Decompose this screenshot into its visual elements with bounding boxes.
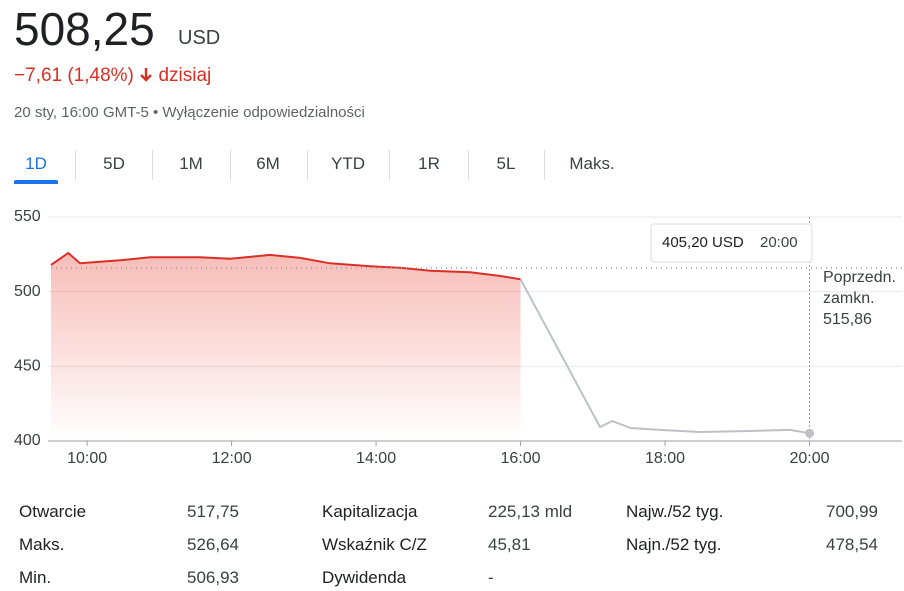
stat-label: Dywidenda [322, 568, 407, 587]
chart: 400 450 500 550 10:00 12:00 14:00 16:00 18:00 20:… [14, 208, 902, 467]
previous-close-value: 515,86 [823, 311, 872, 328]
tab-divider [468, 150, 469, 180]
change: −7,61 (1,48%) dzisiaj [14, 65, 211, 87]
price-line [519, 278, 810, 435]
tooltip-time: 20:00 [760, 234, 798, 251]
y-tick-label: 500 [14, 283, 41, 300]
x-tick-label: 12:00 [212, 450, 252, 467]
period: dzisiaj [158, 65, 212, 86]
stat-label: Kapitalizacja [322, 502, 418, 521]
stat-label: Najn./52 tyg. [626, 535, 722, 554]
currency: USD [178, 27, 221, 49]
stat-value: 517,75 [187, 502, 239, 521]
tab[interactable]: 1D [25, 154, 47, 173]
tab[interactable]: 6M [256, 154, 280, 173]
tooltip-box [650, 223, 813, 263]
previous-close-label: Poprzedn. [823, 269, 896, 286]
x-tick-label: 20:00 [790, 450, 830, 467]
x-tick-label: 18:00 [645, 450, 685, 467]
stat-label: Maks. [19, 535, 65, 554]
tooltip-price: 405,20 USD [662, 234, 744, 251]
price-line [50, 252, 521, 281]
tab-divider [544, 150, 545, 180]
tab-divider [75, 150, 76, 180]
area [51, 253, 521, 441]
tab[interactable]: 5L [496, 154, 516, 173]
tab[interactable]: 1M [179, 154, 203, 173]
y-tick-label: 450 [14, 358, 41, 375]
stat-label: Otwarcie [19, 502, 87, 521]
disclaimer-link[interactable]: Wyłączenie odpowiedzialności [162, 104, 365, 121]
tab-divider [389, 150, 390, 180]
active-tab-indicator [14, 180, 58, 184]
stat-value: 45,81 [488, 535, 531, 554]
x-tick-label: 16:00 [501, 450, 541, 467]
stat-label: Wskaźnik C/Z [322, 535, 427, 554]
timestamp: 20 sty, 16:00 GMT-5 • [14, 104, 159, 121]
stat-value: 478,54 [826, 535, 878, 554]
hover-dot [805, 428, 815, 438]
timestamp-line: 20 sty, 16:00 GMT-5 • Wyłączenie odpowie… [14, 104, 365, 121]
tab-divider [307, 150, 308, 180]
tab[interactable]: 5D [103, 154, 125, 173]
stat-value: 225,13 mld [488, 502, 573, 521]
price: 508,25 [14, 3, 155, 55]
previous-close-label: zamkn. [823, 290, 875, 307]
x-tick-label: 14:00 [356, 450, 396, 467]
tab-divider [152, 150, 153, 180]
stat-label: Min. [19, 568, 52, 587]
stat-value: 526,64 [187, 535, 239, 554]
x-tick-label: 10:00 [67, 450, 107, 467]
stat-value: - [488, 568, 494, 587]
down-arrow [140, 68, 153, 82]
tab[interactable]: YTD [331, 154, 365, 173]
tab[interactable]: Maks. [569, 154, 615, 173]
stat-value: 506,93 [187, 568, 239, 587]
stat-label: Najw./52 tyg. [626, 502, 724, 521]
change-value: −7,61 (1,48%) [14, 65, 134, 86]
y-tick-label: 550 [14, 208, 41, 225]
tab[interactable]: 1R [418, 154, 440, 173]
y-tick-label: 400 [14, 432, 41, 449]
stat-value: 700,99 [826, 502, 878, 521]
tab-divider [230, 150, 231, 180]
